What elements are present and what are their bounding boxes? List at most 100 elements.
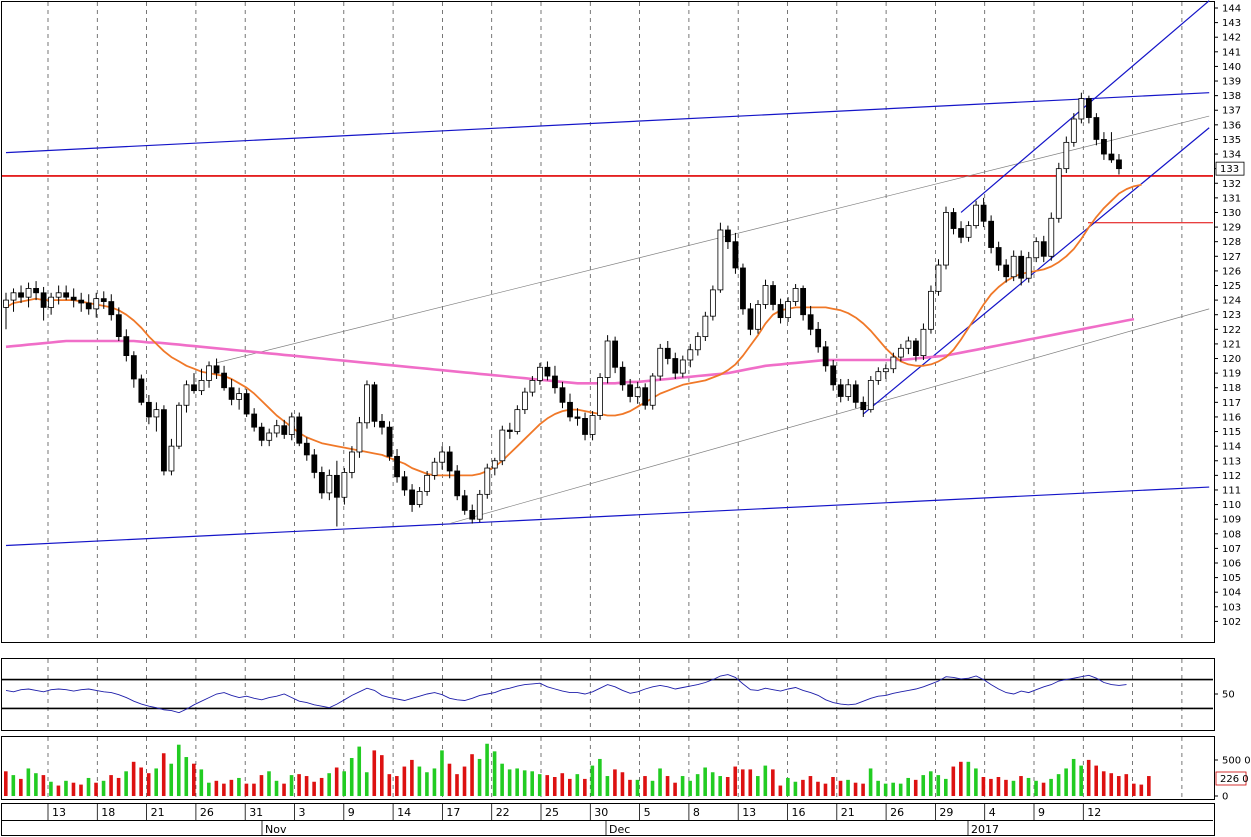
volume-bar: [643, 776, 647, 796]
volume-bar: [41, 775, 46, 796]
candle-body: [258, 426, 265, 441]
volume-bar: [176, 744, 181, 796]
candle-body: [296, 416, 303, 444]
month-label: Dec: [609, 823, 630, 836]
volume-bar: [816, 781, 820, 796]
candle-body: [860, 401, 867, 411]
y-tick-label: 132: [1222, 179, 1241, 190]
candle-body: [161, 409, 167, 472]
candle-body: [78, 299, 85, 304]
candle-body: [777, 304, 784, 319]
volume-bar: [207, 782, 211, 796]
volume-bar: [116, 777, 121, 796]
candle-body: [702, 315, 709, 338]
volume-bar: [635, 779, 640, 796]
date-tick-label: 31: [249, 806, 263, 819]
candle-body: [567, 401, 573, 418]
candle-body: [454, 470, 461, 497]
oscillator-line: [5, 674, 1127, 714]
volume-bar: [1139, 784, 1144, 796]
candle-body: [920, 328, 927, 356]
volume-bar: [507, 769, 512, 796]
volume-bar: [86, 777, 91, 796]
volume-bar: [771, 769, 775, 796]
volume-bar: [725, 777, 730, 796]
volume-bar: [898, 783, 903, 796]
volume-bar: [763, 765, 768, 796]
date-tick-label: 25: [545, 806, 559, 819]
y-tick-label: 120: [1222, 354, 1241, 365]
volume-bar: [1147, 776, 1151, 796]
volume-bar: [853, 782, 858, 796]
date-axis-panel: [1, 803, 1215, 836]
volume-bar: [4, 771, 8, 796]
ma-short-line: [5, 183, 1142, 477]
volume-bar: [124, 771, 128, 796]
y-tick-label: 115: [1222, 427, 1241, 438]
volume-bar: [432, 768, 437, 796]
candle-body: [1085, 98, 1092, 118]
candle-body: [446, 451, 453, 472]
candle-body: [604, 340, 611, 378]
date-tick-label: 9: [348, 806, 355, 819]
volume-bar: [906, 777, 910, 796]
candle-body: [882, 368, 889, 373]
volume-bar: [1019, 776, 1023, 796]
candle-body: [619, 366, 626, 386]
volume-bar: [26, 768, 31, 796]
date-tick-label: 26: [890, 806, 904, 819]
candle-body: [965, 225, 972, 238]
candle-body: [897, 347, 904, 358]
candle-body: [792, 288, 799, 302]
candle-body: [679, 359, 686, 374]
volume-bar: [1011, 780, 1016, 796]
candle-body: [687, 349, 694, 361]
volume-bar: [891, 782, 895, 796]
candle-body: [266, 432, 273, 441]
candle-body: [1108, 153, 1115, 161]
y-tick-label: 108: [1222, 529, 1241, 540]
volume-bar: [477, 758, 482, 796]
candle-body: [785, 301, 791, 319]
date-tick-label: 12: [1087, 806, 1101, 819]
date-tick-label: 5: [644, 806, 651, 819]
y-tick-label: 118: [1222, 383, 1241, 394]
candle-body: [1025, 257, 1032, 279]
candle-body: [943, 212, 949, 266]
volume-bar: [19, 778, 23, 796]
date-tick-label: 29: [939, 806, 953, 819]
candle-body: [318, 472, 325, 494]
volume-bar: [184, 757, 189, 796]
candle-body: [394, 455, 400, 478]
trend-line: [5, 92, 1210, 154]
candle-body: [574, 416, 581, 419]
candle-body: [364, 384, 370, 424]
trend-line: [449, 308, 1210, 524]
candle-body: [837, 384, 844, 397]
candle-body: [63, 292, 70, 298]
candle-body: [1040, 241, 1047, 257]
volume-bar: [605, 776, 610, 796]
candle-body: [537, 366, 543, 381]
candle-body: [664, 347, 671, 359]
volume-bar: [1049, 778, 1053, 796]
volume-bar: [522, 770, 527, 796]
candle-body: [717, 229, 724, 291]
candle-body: [928, 290, 934, 330]
volume-bar: [395, 776, 399, 796]
candle-body: [123, 336, 130, 356]
volume-bar: [515, 768, 519, 796]
candle-body: [221, 372, 227, 389]
date-tick-label: 8: [693, 806, 700, 819]
volume-tick-label: 0: [1222, 792, 1228, 803]
volume-bar: [267, 771, 271, 796]
volume-bar: [590, 765, 595, 796]
candle-body: [1055, 168, 1062, 219]
y-tick-label: 131: [1222, 193, 1241, 204]
candle-body: [183, 384, 190, 406]
candle-body: [386, 426, 393, 457]
y-tick-label: 104: [1222, 588, 1241, 599]
date-tick-label: 13: [742, 806, 756, 819]
volume-bar: [831, 777, 835, 796]
y-tick-label: 103: [1222, 602, 1241, 613]
